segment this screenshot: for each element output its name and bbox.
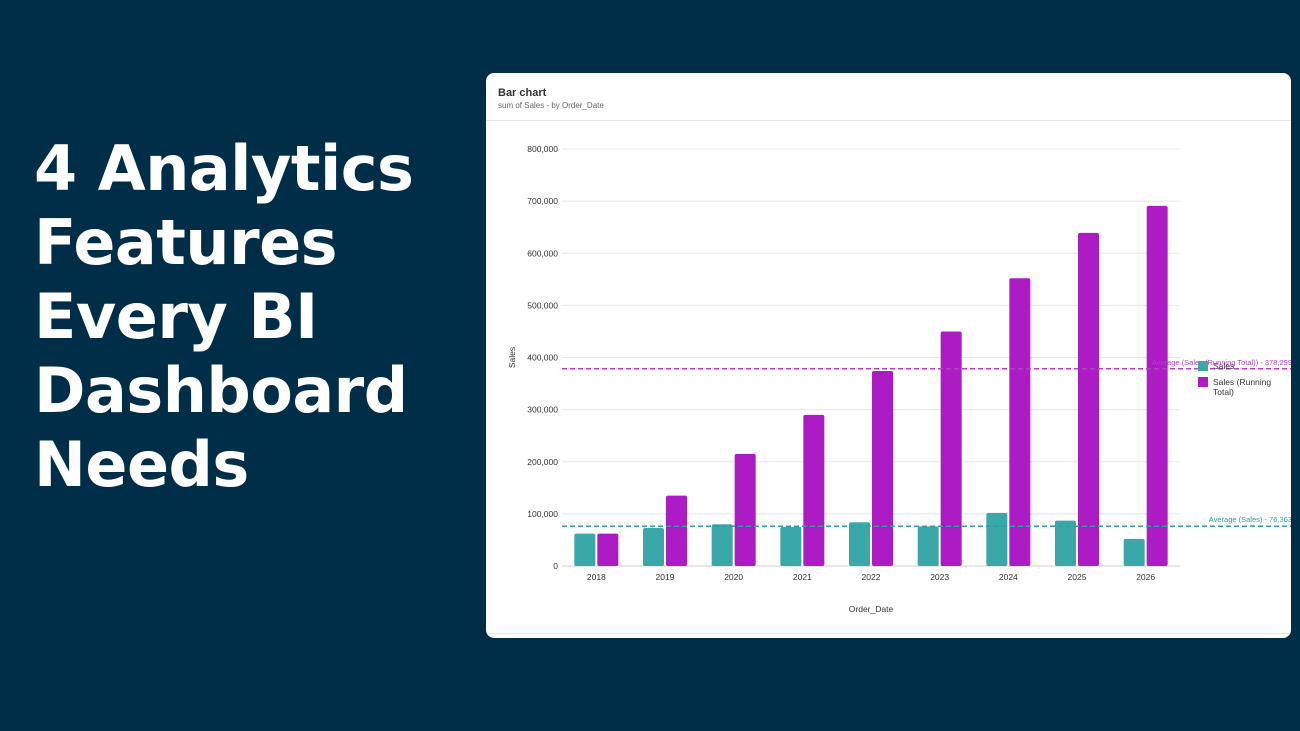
average-label: Average (Sales) - 76,363 [1209, 515, 1291, 524]
y-tick-label: 100,000 [527, 509, 558, 519]
bar-sales [1055, 520, 1076, 566]
y-tick-label: 600,000 [527, 248, 558, 258]
x-tick-label: 2026 [1136, 572, 1155, 582]
bar-running-total [734, 453, 756, 566]
y-tick-label: 700,000 [527, 196, 558, 206]
headline-line: Dashboard [34, 354, 408, 427]
legend-label: Total) [1213, 387, 1234, 397]
bar-sales [780, 526, 802, 566]
bar-sales [986, 512, 1008, 566]
bar-running-total [1146, 205, 1168, 566]
x-tick-label: 2025 [1068, 572, 1087, 582]
headline-line: Every BI [34, 280, 318, 353]
headline-line: 4 Analytics [34, 132, 414, 205]
x-axis-title: Order_Date [849, 604, 894, 614]
y-tick-label: 0 [553, 561, 558, 571]
bar-sales [849, 522, 870, 566]
bar-running-total [666, 495, 687, 566]
legend-swatch [1198, 377, 1208, 387]
bar-running-total [597, 533, 619, 566]
bar-sales [917, 526, 939, 566]
y-tick-label: 200,000 [527, 457, 558, 467]
y-tick-label: 300,000 [527, 405, 558, 415]
card-title: Bar chart [498, 87, 547, 99]
chart-card: Bar chart sum of Sales - by Order_Date 0… [486, 73, 1291, 638]
bar-sales [711, 524, 733, 566]
headline-line: Features [34, 206, 338, 279]
x-tick-label: 2020 [724, 572, 743, 582]
bar-running-total [872, 371, 893, 566]
legend-label: Sales [1213, 361, 1234, 371]
y-tick-label: 800,000 [527, 144, 558, 154]
x-tick-label: 2023 [930, 572, 949, 582]
bar-running-total [803, 414, 825, 566]
bar-sales [1123, 538, 1145, 566]
x-tick-label: 2018 [587, 572, 606, 582]
bar-running-total [940, 331, 962, 566]
x-tick-label: 2024 [999, 572, 1018, 582]
y-tick-label: 500,000 [527, 300, 558, 310]
legend-swatch [1198, 361, 1208, 371]
card-subtitle: sum of Sales - by Order_Date [498, 101, 604, 110]
card-header: Bar chart sum of Sales - by Order_Date [486, 73, 1291, 121]
legend-label: Sales (Running [1213, 377, 1271, 387]
y-axis-title: Sales [507, 347, 517, 368]
bar-chart: 0 100,000 200,000 300,000 400,000 500,000 600,… [507, 144, 1291, 614]
x-tick-label: 2019 [656, 572, 675, 582]
bar-running-total [1009, 278, 1031, 566]
bar-sales [643, 527, 664, 566]
card-footer [486, 633, 1291, 634]
headline: 4 Analytics Features Every BI Dashboard … [34, 132, 474, 502]
bar-running-total [1078, 232, 1099, 566]
x-tick-label: 2022 [862, 572, 881, 582]
average-label: Average (Sales (Running Total)) - 378,29… [1152, 358, 1291, 367]
y-tick-label: 400,000 [527, 353, 558, 363]
x-tick-label: 2021 [793, 572, 812, 582]
headline-line: Needs [34, 428, 249, 501]
bar-sales [574, 533, 596, 566]
